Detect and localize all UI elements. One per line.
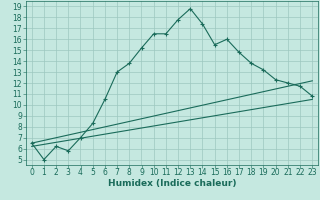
X-axis label: Humidex (Indice chaleur): Humidex (Indice chaleur) — [108, 179, 236, 188]
